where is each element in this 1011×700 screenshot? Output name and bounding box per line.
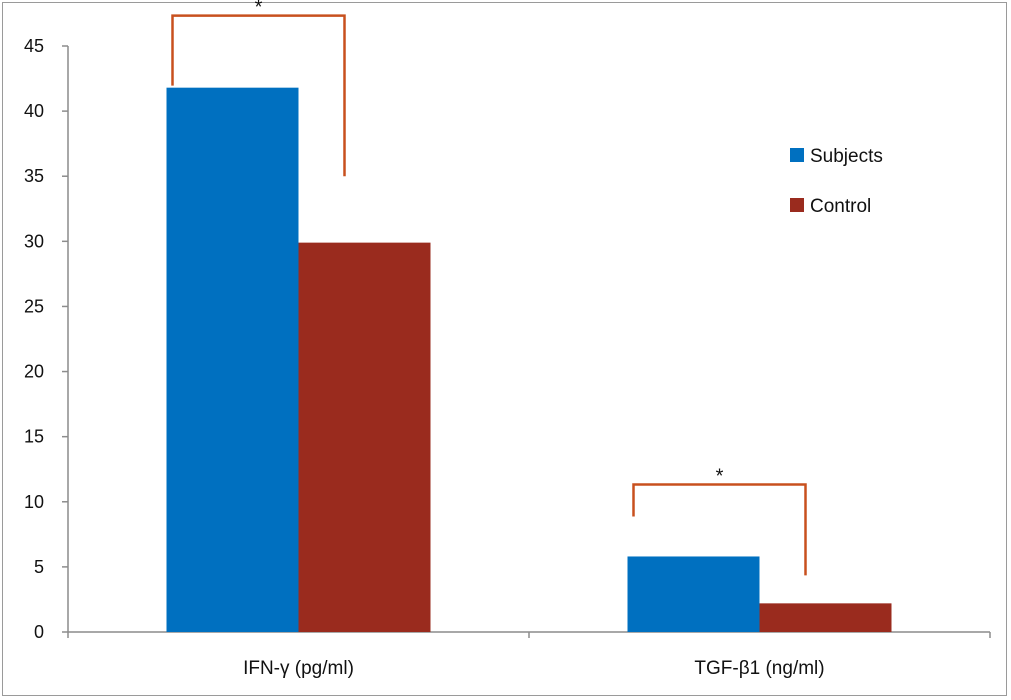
bar-control [298, 242, 431, 632]
legend-label-subjects: Subjects [810, 146, 883, 167]
bars [166, 87, 892, 632]
x-category-label: IFN-γ (pg/ml) [243, 658, 354, 679]
y-tick-label: 45 [24, 36, 44, 56]
bar-subjects [627, 556, 760, 632]
legend: Subjects Control [790, 146, 883, 217]
y-tick-label: 15 [24, 427, 44, 447]
y-tick-label: 0 [34, 622, 44, 642]
bar-control [759, 603, 892, 632]
significance-bracket [171, 14, 346, 177]
legend-swatch-subjects [790, 148, 804, 162]
y-tick-label: 35 [24, 166, 44, 186]
legend-label-control: Control [810, 196, 871, 217]
significance-star: * [255, 0, 263, 19]
bar-subjects [166, 87, 299, 632]
legend-swatch-control [790, 198, 804, 212]
y-tick-label: 30 [24, 231, 44, 251]
significance-bracket [632, 483, 807, 576]
x-category-label: TGF-β1 (ng/ml) [694, 658, 824, 679]
y-tick-label: 40 [24, 101, 44, 121]
y-tick-label: 25 [24, 296, 44, 316]
significance-star: * [716, 465, 724, 487]
y-tick-label: 20 [24, 362, 44, 382]
significance-annotations: ** [171, 0, 807, 576]
y-tick-label: 5 [34, 557, 44, 577]
y-tick-label: 10 [24, 492, 44, 512]
